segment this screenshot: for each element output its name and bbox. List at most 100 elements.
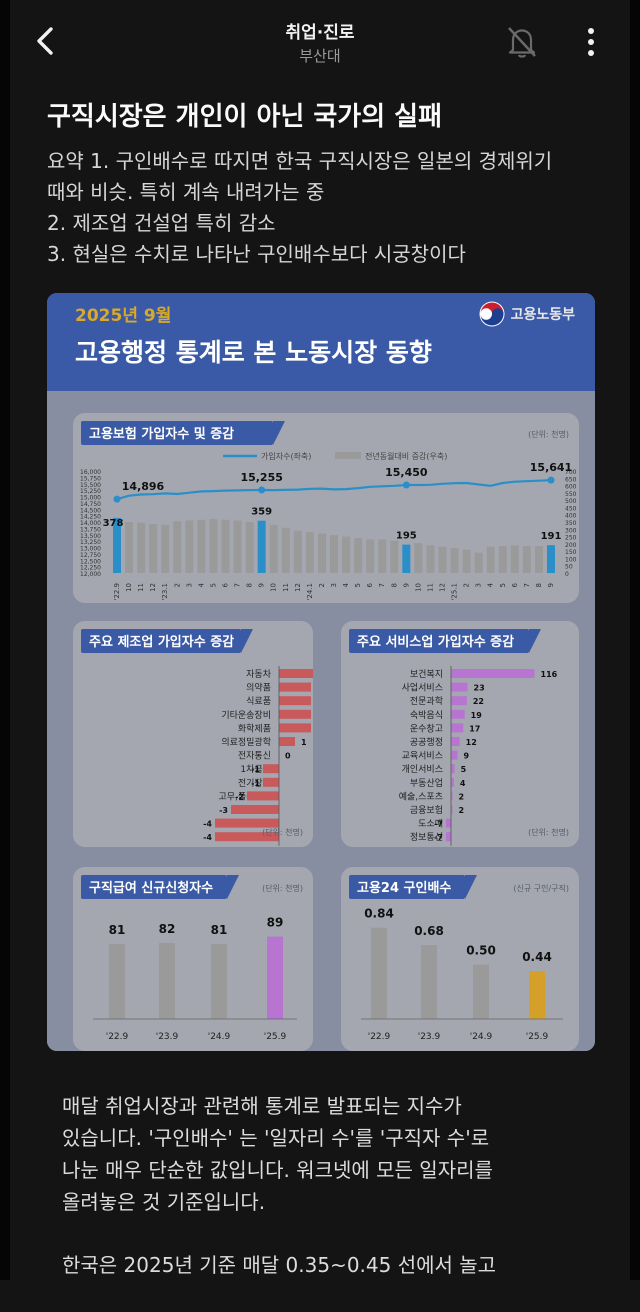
bar bbox=[221, 519, 230, 573]
chart-panel-insured: 고용보험 가입자수 및 증감 (단위: 천명) 가입자수(좌축) 전년동월대비 증감(… bbox=[73, 413, 579, 603]
bar-value-label: 12 bbox=[466, 738, 477, 747]
summary-line: 때와 비슷. 특히 계속 내려가는 중 bbox=[47, 180, 325, 204]
bar bbox=[486, 546, 495, 573]
bar bbox=[109, 944, 125, 1019]
bar-value-label: 23 bbox=[474, 684, 485, 693]
bar bbox=[402, 544, 411, 573]
claims-chart-svg: 구직급여 신규신청자수 (단위: 천명) 81 '22.9 82 '23.9 81 '24.9… bbox=[81, 875, 303, 1042]
bar bbox=[547, 545, 555, 573]
y-left-tick: 12,250 bbox=[80, 565, 101, 572]
x-tick-label: 9 bbox=[258, 583, 266, 587]
bar-value-label: 5 bbox=[461, 765, 467, 774]
legend-bar-label: 전년동월대비 증감(우축) bbox=[365, 451, 447, 461]
x-tick-label: 12 bbox=[439, 583, 447, 592]
chart-panel-manufacturing: 주요 제조업 가입자수 증감자동차3의약품2식료품2기타운송장비2화학제품2의료… bbox=[73, 621, 313, 847]
insured-chart-svg: 고용보험 가입자수 및 증감 (단위: 천명) 가입자수(좌축) 전년동월대비 증감(… bbox=[80, 421, 577, 601]
panel-title-bg bbox=[349, 875, 465, 899]
bar bbox=[279, 737, 295, 746]
chart-panel-unemployment-claims: 구직급여 신규신청자수 (단위: 천명) 81 '22.9 82 '23.9 81 '24.9… bbox=[73, 867, 313, 1051]
panel-title-tab bbox=[241, 629, 253, 653]
x-tick-label: 2 bbox=[463, 583, 471, 587]
bar bbox=[426, 545, 435, 573]
category-label: 정보통신 bbox=[410, 832, 443, 843]
more-vertical-icon bbox=[588, 28, 594, 56]
legend-bar-swatch bbox=[335, 452, 361, 459]
x-tick-label: 5 bbox=[354, 583, 362, 587]
ministry-badge: 고용노동부 bbox=[479, 301, 575, 327]
category-label: 전문과학 bbox=[410, 696, 443, 707]
bar-value-label: 0 bbox=[285, 752, 291, 761]
y-right-tick: 700 bbox=[565, 469, 577, 476]
y-left-tick: 14,750 bbox=[80, 501, 101, 508]
y-left-tick: 15,500 bbox=[80, 482, 101, 489]
x-tick-label: 2 bbox=[173, 583, 181, 587]
infographic-body: 고용보험 가입자수 및 증감 (단위: 천명) 가입자수(좌축) 전년동월대비 증감(… bbox=[47, 391, 595, 1051]
bar bbox=[451, 777, 454, 787]
bar-value-label: 0.68 bbox=[414, 924, 444, 938]
body-line: 한국은 2025년 기준 매달 0.35~0.45 선에서 놀고 bbox=[62, 1253, 497, 1277]
x-tick-label: 8 bbox=[390, 583, 398, 587]
bar bbox=[245, 522, 254, 573]
x-tick-label: 3 bbox=[185, 583, 193, 587]
y-right-tick: 550 bbox=[565, 491, 577, 498]
bar bbox=[451, 669, 535, 678]
bar-value-label: -1 bbox=[251, 765, 260, 774]
taegeuk-logo-icon bbox=[479, 301, 505, 327]
panel-title-tab bbox=[529, 629, 541, 653]
x-tick-label: '25.1 bbox=[451, 583, 459, 601]
more-options-button[interactable] bbox=[574, 22, 608, 62]
bar bbox=[317, 533, 326, 573]
bar bbox=[267, 936, 283, 1019]
notification-toggle-button[interactable] bbox=[502, 22, 542, 62]
y-left-tick: 13,500 bbox=[80, 533, 101, 540]
bar bbox=[451, 723, 464, 733]
bar bbox=[279, 723, 311, 733]
chevron-left-icon bbox=[37, 27, 53, 55]
post-summary: 요약 1. 구인배수로 따지면 한국 구직시장은 일본의 경제위기 때와 비슷.… bbox=[47, 146, 592, 270]
bar bbox=[330, 535, 338, 573]
bar bbox=[451, 764, 455, 774]
bar bbox=[390, 540, 399, 573]
bar bbox=[378, 539, 387, 573]
screen-frame-right bbox=[630, 0, 640, 1280]
line-data-label: 15,255 bbox=[240, 471, 282, 484]
x-tick-label: '22.9 bbox=[106, 1032, 129, 1042]
bar bbox=[215, 818, 279, 828]
bar bbox=[161, 524, 170, 573]
y-right-tick: 450 bbox=[565, 505, 577, 512]
bar-value-label: 81 bbox=[109, 923, 126, 937]
panel-unit: (단위: 천명) bbox=[262, 883, 303, 893]
line-data-label: 15,641 bbox=[530, 461, 572, 474]
x-tick-label: 3 bbox=[475, 583, 483, 587]
y-right-tick: 500 bbox=[565, 498, 577, 505]
x-tick-label: 7 bbox=[523, 583, 531, 587]
panel-title: 주요 제조업 가입자수 증감 bbox=[89, 635, 234, 650]
infographic-image[interactable]: 2025년 9월 고용노동부 고용행정 통계로 본 노동시장 동향 고용보험 가… bbox=[47, 293, 595, 1051]
bar bbox=[257, 520, 266, 573]
x-tick-label: 3 bbox=[330, 583, 338, 587]
legend-line-label: 가입자수(좌축) bbox=[261, 452, 311, 461]
y-left-tick: 13,000 bbox=[80, 546, 101, 553]
x-tick-label: 11 bbox=[282, 583, 290, 592]
bar bbox=[445, 818, 451, 828]
bar bbox=[421, 945, 437, 1019]
bar bbox=[445, 832, 451, 842]
bar-value-label: -7 bbox=[434, 820, 443, 829]
x-tick-label: 12 bbox=[294, 583, 302, 592]
x-tick-label: 7 bbox=[234, 583, 242, 587]
bar bbox=[462, 549, 471, 573]
bar bbox=[354, 538, 363, 573]
back-button[interactable] bbox=[28, 24, 62, 58]
x-tick-label: '24.9 bbox=[208, 1032, 231, 1042]
panel-unit: (단위: 천명) bbox=[528, 429, 569, 439]
line-data-label: 15,450 bbox=[385, 466, 428, 479]
x-tick-label: 6 bbox=[222, 582, 230, 587]
line-point bbox=[113, 495, 121, 503]
bar-data-label: 359 bbox=[251, 507, 272, 518]
bar-value-label: 0.44 bbox=[522, 950, 552, 964]
body-line: 올려놓은 것 기준입니다. bbox=[62, 1190, 266, 1214]
category-label: 식료품 bbox=[246, 696, 271, 707]
y-left-tick: 15,250 bbox=[80, 488, 101, 495]
summary-line: 2. 제조업 건설업 특히 감소 bbox=[47, 211, 276, 235]
bar bbox=[279, 682, 311, 692]
